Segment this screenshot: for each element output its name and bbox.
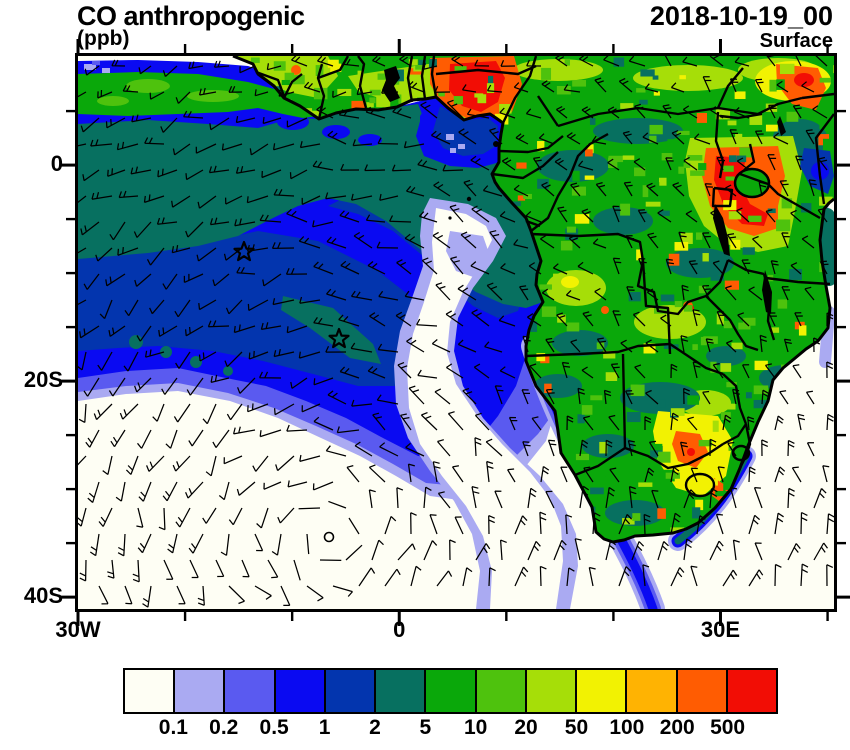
axis-tick bbox=[61, 163, 75, 167]
calm-wind-circle bbox=[323, 531, 335, 543]
axis-tick bbox=[826, 612, 829, 621]
colorbar-cell bbox=[374, 670, 425, 712]
lesotho-border bbox=[684, 472, 716, 498]
colorbar-cell bbox=[323, 670, 375, 712]
x-axis-label: 30E bbox=[700, 617, 741, 642]
axis-tick bbox=[837, 325, 846, 329]
axis-tick bbox=[66, 487, 75, 491]
colorbar bbox=[123, 668, 778, 714]
colorbar-level-label: 0.5 bbox=[259, 716, 289, 739]
colorbar-cell bbox=[273, 670, 324, 712]
x-axis-label: 30W bbox=[55, 617, 101, 642]
colorbar-cell bbox=[424, 670, 475, 712]
axis-tick bbox=[837, 271, 846, 275]
axis-tick bbox=[505, 44, 508, 53]
colorbar-cell bbox=[474, 670, 525, 712]
colorbar-level-label: 200 bbox=[659, 716, 695, 739]
axis-tick bbox=[66, 109, 75, 113]
axis-tick bbox=[837, 595, 850, 599]
map-frame bbox=[75, 53, 837, 612]
plot-units-label: (ppb) bbox=[77, 27, 130, 50]
coastline bbox=[232, 56, 834, 544]
colorbar-cell bbox=[625, 670, 676, 712]
x-axis-label: 0 bbox=[393, 617, 406, 642]
axis-tick bbox=[290, 612, 294, 621]
axis-tick bbox=[290, 44, 294, 53]
axis-tick bbox=[837, 433, 846, 437]
colorbar-level-label: 10 bbox=[464, 716, 488, 739]
axis-tick bbox=[837, 541, 846, 545]
axis-tick bbox=[61, 595, 75, 599]
axis-tick bbox=[837, 487, 846, 491]
axis-tick bbox=[837, 163, 850, 167]
axis-tick bbox=[66, 217, 75, 221]
colorbar-level-label: 0.2 bbox=[209, 716, 239, 739]
axis-tick bbox=[61, 379, 75, 383]
axis-tick bbox=[66, 433, 75, 437]
y-axis-label: 0 bbox=[50, 151, 63, 177]
colorbar-cell bbox=[725, 670, 777, 712]
star-marker bbox=[328, 327, 350, 349]
colorbar-cell bbox=[173, 670, 224, 712]
colorbar-level-label: 0.1 bbox=[158, 716, 188, 739]
axis-tick bbox=[66, 271, 75, 275]
colorbar-cell bbox=[223, 670, 274, 712]
axis-tick bbox=[612, 44, 615, 53]
y-axis-label: 20S bbox=[23, 367, 63, 393]
colorbar-level-label: 50 bbox=[564, 716, 589, 739]
map-canvas bbox=[78, 56, 834, 609]
colorbar-level-label: 500 bbox=[710, 716, 746, 739]
axis-tick bbox=[505, 612, 508, 621]
swaziland-border bbox=[731, 444, 751, 462]
axis-tick bbox=[837, 109, 846, 113]
colorbar-level-label: 5 bbox=[419, 716, 432, 739]
colorbar-cell bbox=[524, 670, 576, 712]
axis-tick bbox=[183, 612, 187, 621]
lake-turkana bbox=[777, 116, 786, 136]
plot-datetime: 2018-10-19_00 bbox=[649, 1, 833, 31]
colorbar-cell bbox=[675, 670, 726, 712]
axis-tick bbox=[66, 325, 75, 329]
axis-tick bbox=[612, 612, 615, 621]
colorbar-level-label: 100 bbox=[609, 716, 645, 739]
axis-tick bbox=[397, 39, 401, 53]
colorbar-level-label: 20 bbox=[514, 716, 538, 739]
plot-title: CO anthropogenic bbox=[77, 1, 305, 31]
star-marker bbox=[233, 240, 255, 262]
wind-barbs-layer bbox=[78, 56, 834, 608]
axis-tick bbox=[718, 39, 722, 53]
plot-level-label: Surface bbox=[759, 30, 833, 52]
axis-tick bbox=[837, 217, 846, 221]
colorbar-level-label: 2 bbox=[369, 716, 381, 739]
axis-tick bbox=[183, 44, 187, 53]
axis-tick bbox=[66, 541, 75, 545]
lake-tanganyika bbox=[713, 204, 730, 256]
site-markers bbox=[233, 240, 350, 543]
colorbar-cell bbox=[575, 670, 626, 712]
axis-tick bbox=[837, 379, 850, 383]
y-axis-label: 40S bbox=[23, 583, 63, 609]
colorbar-level-label: 1 bbox=[318, 716, 331, 739]
colorbar-cell bbox=[125, 670, 174, 712]
